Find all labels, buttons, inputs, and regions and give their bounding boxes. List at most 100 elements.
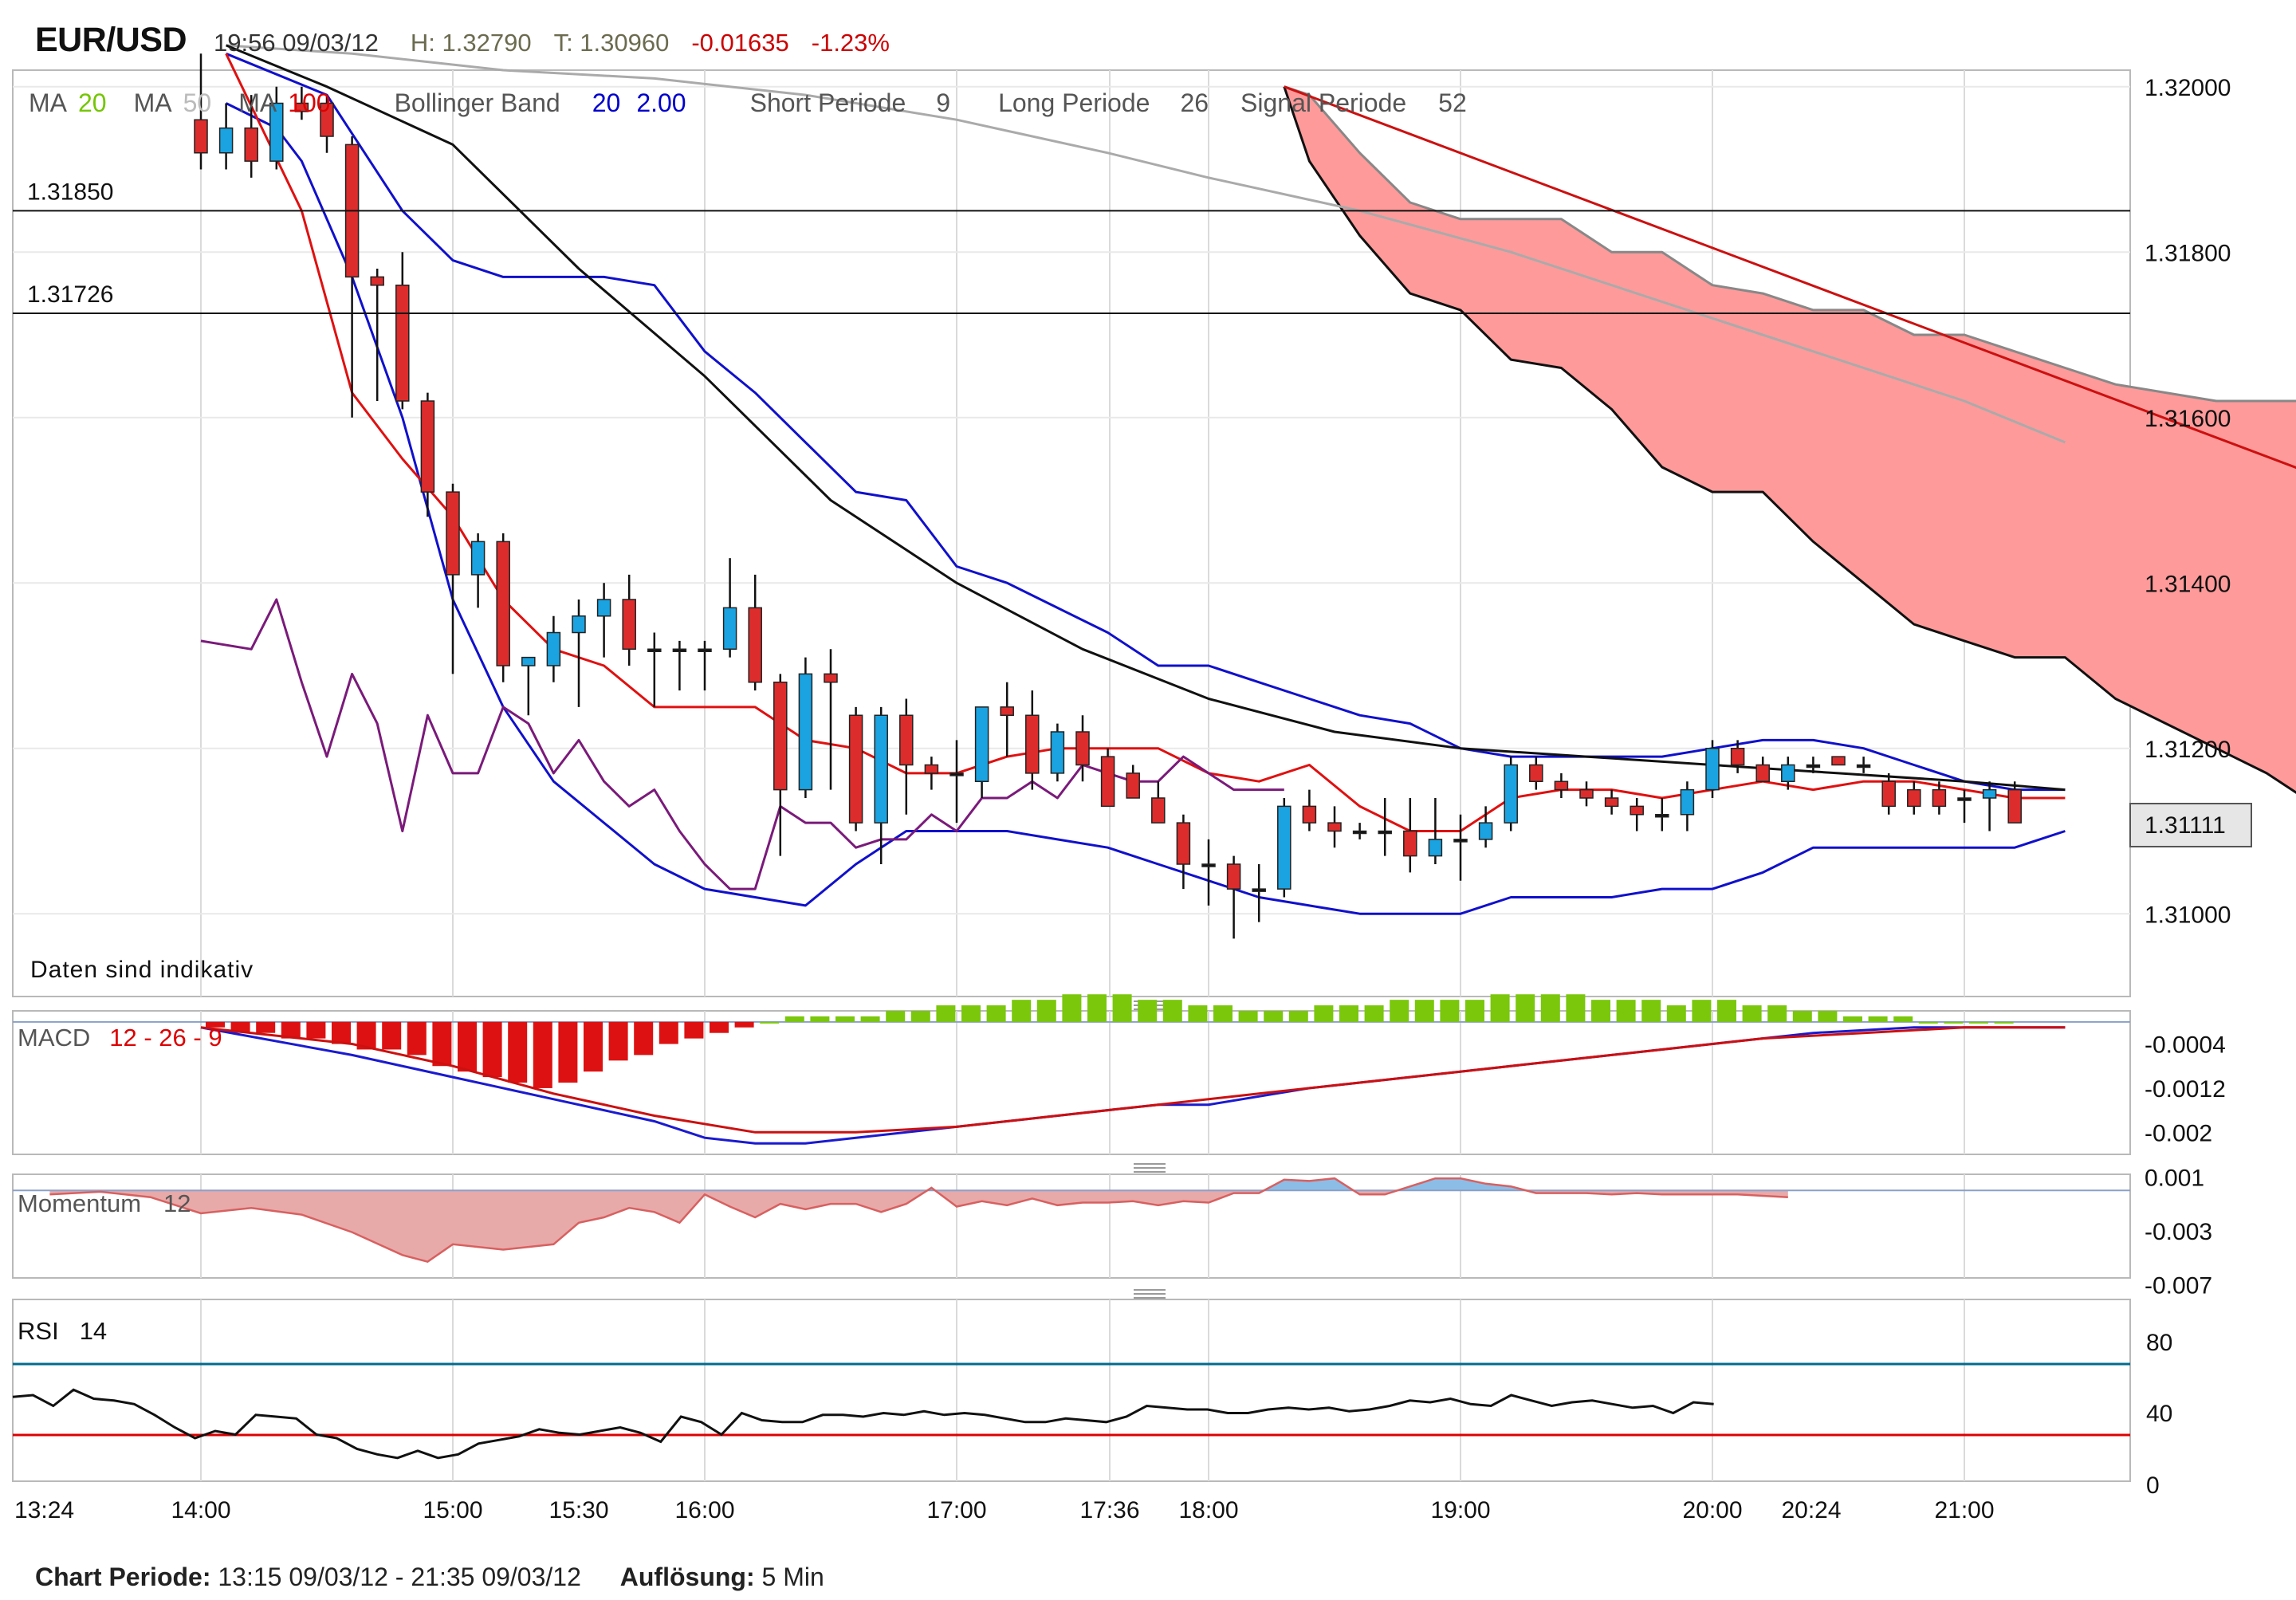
symbol-title: EUR/USD bbox=[35, 21, 187, 59]
candle-body bbox=[1302, 805, 1317, 824]
price-axis-tick: 1.32000 bbox=[2145, 75, 2231, 101]
macd-histogram-bar bbox=[1087, 994, 1107, 1022]
macd-histogram-bar bbox=[558, 1021, 578, 1083]
candle-body bbox=[1075, 731, 1090, 766]
candle bbox=[218, 103, 234, 170]
candle-body bbox=[420, 400, 435, 493]
candle-body bbox=[924, 764, 939, 774]
candle bbox=[748, 574, 762, 691]
ma2-value: 50 bbox=[183, 88, 212, 117]
candle-body bbox=[1529, 764, 1543, 782]
candle bbox=[899, 698, 914, 815]
macd-histogram-bar bbox=[458, 1021, 477, 1072]
rsi-line bbox=[12, 1388, 1714, 1460]
ichimoku-cloud bbox=[1284, 86, 2296, 793]
macd-histogram-bar bbox=[810, 1016, 830, 1022]
candle-body bbox=[1755, 764, 1770, 782]
candle bbox=[496, 533, 510, 682]
macd-histogram-bar bbox=[986, 1005, 1006, 1022]
quote-change: -0.01635 bbox=[691, 29, 789, 57]
cloud-lower-line bbox=[1283, 86, 2296, 794]
candle-body bbox=[320, 102, 334, 137]
rsi-axis-tick: 80 bbox=[2146, 1330, 2172, 1356]
macd-histogram-bar bbox=[860, 1016, 880, 1022]
macd-histogram-bar bbox=[1591, 1000, 1610, 1022]
candle bbox=[1655, 798, 1669, 831]
macd-histogram-bar bbox=[710, 1021, 729, 1033]
candle-body bbox=[1252, 888, 1266, 892]
candle bbox=[1403, 798, 1417, 873]
chart-footer: Chart Periode: 13:15 09/03/12 - 21:35 09… bbox=[35, 1563, 824, 1592]
ma1-value: 20 bbox=[78, 88, 107, 117]
macd-histogram-bar bbox=[1390, 1000, 1409, 1022]
candle bbox=[446, 483, 460, 674]
candle-body bbox=[1604, 797, 1619, 808]
macd-histogram-bar bbox=[910, 1011, 930, 1022]
macd-histogram-bar bbox=[1314, 1005, 1334, 1022]
momentum-label: Momentum bbox=[18, 1189, 141, 1217]
rsi-label: RSI bbox=[18, 1317, 59, 1345]
candle bbox=[1881, 772, 1896, 815]
candle-body bbox=[1856, 764, 1871, 769]
candle bbox=[874, 706, 888, 864]
quote-header: EUR/USD 19:56 09/03/12 H: 1.32790 T: 1.3… bbox=[35, 21, 890, 59]
time-axis-tick: 17:36 bbox=[1079, 1497, 1139, 1523]
candle-body bbox=[1226, 863, 1241, 890]
macd-histogram-bar bbox=[1566, 994, 1586, 1022]
candle-body bbox=[899, 714, 914, 766]
candle bbox=[1604, 789, 1619, 815]
short-periode-label: Short Periode bbox=[750, 88, 906, 117]
candle bbox=[370, 269, 384, 401]
candle bbox=[647, 632, 662, 707]
candle bbox=[395, 252, 410, 410]
macd-histogram-bar bbox=[1138, 1000, 1158, 1022]
candle bbox=[1050, 723, 1065, 782]
candle-body bbox=[1806, 764, 1821, 769]
candle bbox=[622, 574, 636, 666]
macd-histogram-bar bbox=[206, 1021, 225, 1028]
candle bbox=[1730, 740, 1745, 773]
candle bbox=[1000, 682, 1014, 757]
ma3-value: 100 bbox=[288, 88, 330, 117]
candle bbox=[1579, 781, 1594, 807]
candle bbox=[1932, 781, 1947, 815]
bollinger-deviation: 2.00 bbox=[636, 88, 686, 117]
disclaimer: Daten sind indikativ bbox=[30, 957, 254, 983]
candle bbox=[320, 95, 334, 153]
candle bbox=[1982, 781, 1997, 831]
candle-body bbox=[647, 648, 662, 652]
candle bbox=[546, 615, 561, 682]
candle-body bbox=[722, 607, 737, 650]
candle-body bbox=[798, 673, 813, 791]
candle bbox=[824, 649, 838, 790]
panel-resize-grip[interactable] bbox=[1134, 1289, 1166, 1299]
candle bbox=[924, 757, 939, 790]
candle bbox=[1529, 757, 1543, 790]
candle-body bbox=[1126, 772, 1140, 799]
macd-histogram-bar bbox=[1339, 1005, 1358, 1022]
momentum-period: 12 bbox=[163, 1189, 191, 1217]
candle-body bbox=[1151, 797, 1166, 824]
macd-axis-tick: -0.0004 bbox=[2145, 1032, 2226, 1059]
bollinger-label: Bollinger Band bbox=[395, 88, 560, 117]
candle-body bbox=[1881, 780, 1896, 808]
candle-body bbox=[1201, 863, 1216, 867]
candle-body bbox=[1025, 714, 1040, 774]
macd-histogram-bar bbox=[684, 1021, 704, 1039]
macd-histogram-bar bbox=[1944, 1021, 1964, 1024]
time-axis-tick: 18:00 bbox=[1178, 1497, 1238, 1523]
candle bbox=[1428, 798, 1443, 864]
macd-histogram-bar bbox=[281, 1021, 301, 1039]
candle bbox=[773, 674, 788, 856]
momentum-area bbox=[49, 1178, 1788, 1262]
signal-periode-label: Signal Periode bbox=[1240, 88, 1406, 117]
candle-body bbox=[1352, 830, 1367, 835]
panel-resize-grip[interactable] bbox=[1134, 1163, 1166, 1173]
candle-body bbox=[1781, 764, 1795, 782]
time-axis-tick: 17:00 bbox=[926, 1497, 986, 1523]
macd-histogram-bar bbox=[1717, 1000, 1736, 1022]
macd-histogram-bar bbox=[634, 1021, 654, 1056]
time-axis-tick: 13:24 bbox=[14, 1497, 74, 1523]
momentum-line bbox=[49, 1177, 1788, 1264]
